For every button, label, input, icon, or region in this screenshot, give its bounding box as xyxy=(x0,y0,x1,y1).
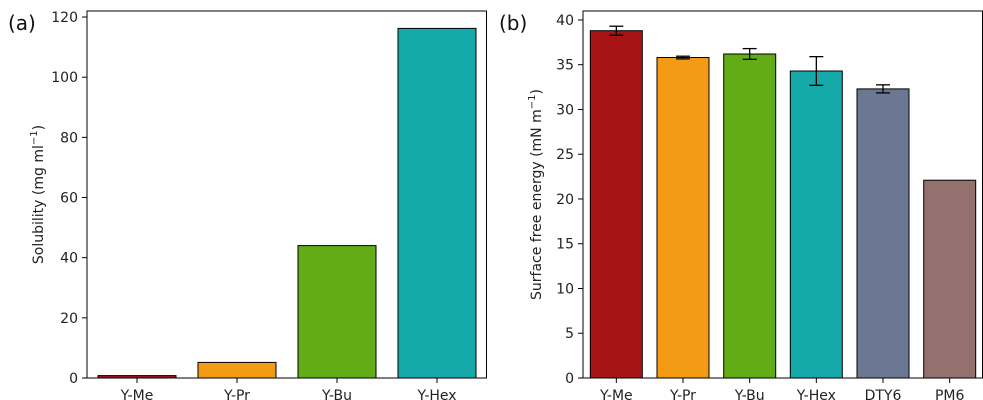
y-axis-label-text: Solubility (mg ml xyxy=(31,145,47,264)
x-tick-label: Y-Pr xyxy=(223,388,250,400)
error-bar-y-bu xyxy=(742,47,757,60)
y-tick-label: 20 xyxy=(60,311,78,327)
x-tick-label: Y-Me xyxy=(120,388,154,400)
x-tick-label: PM6 xyxy=(935,388,965,400)
y-tick-label: 10 xyxy=(556,281,574,297)
error-bar-y-hex xyxy=(809,56,824,86)
y-tick-label: 25 xyxy=(556,147,574,163)
y-axis-label-superscript: −1 xyxy=(29,130,40,145)
y-tick-label: 40 xyxy=(556,13,574,29)
y-tick-label: 35 xyxy=(556,58,574,74)
y-axis-label-close: ) xyxy=(529,89,545,94)
y-tick-label: 20 xyxy=(556,192,574,208)
bar-dty6 xyxy=(856,88,910,379)
y-tick-label: 40 xyxy=(60,251,78,267)
x-tick-label: Y-Me xyxy=(599,388,633,400)
plot-frame xyxy=(582,10,983,379)
y-axis-label-close: ) xyxy=(31,125,47,130)
x-tick-label: Y-Pr xyxy=(669,388,696,400)
bar-y-hex xyxy=(397,27,477,379)
y-axis-label: Surface free energy (mN m−1) xyxy=(527,89,545,300)
x-tick-label: Y-Bu xyxy=(321,388,352,400)
error-bar-y-me xyxy=(609,25,624,36)
chart-panel-a: Y-Me Y-Pr Y-Bu Y-Hex 0 20 40 60 80 100 120 Solubili… xyxy=(8,10,487,400)
y-tick-label: 120 xyxy=(51,10,78,26)
y-tick-label: 60 xyxy=(60,191,78,207)
panel-label: (b) xyxy=(499,11,527,35)
y-axis-label-text: Surface free energy (mN m xyxy=(529,109,545,300)
y-axis-label: Solubility (mg ml−1) xyxy=(29,125,47,264)
y-tick-label: 100 xyxy=(51,70,78,86)
bar-y-pr xyxy=(656,57,710,379)
panel-label: (a) xyxy=(8,11,36,35)
bar-y-pr xyxy=(197,361,277,379)
x-tick-label: Y-Bu xyxy=(734,388,765,400)
y-tick-label: 5 xyxy=(565,326,574,342)
error-bar-dty6 xyxy=(876,84,890,94)
x-tick-label: DTY6 xyxy=(865,388,902,400)
y-tick-label: 30 xyxy=(556,102,574,118)
y-tick-label: 0 xyxy=(565,371,574,387)
y-axis-label-superscript: −1 xyxy=(527,94,538,109)
y-tick-label: 0 xyxy=(69,371,78,387)
plot-frame xyxy=(86,10,487,379)
x-tick-label: Y-Hex xyxy=(796,388,836,400)
bar-y-me xyxy=(589,30,643,379)
chart-panel-b: Y-Me Y-Pr Y-Bu Y-Hex DTY6 PM6 0 5 10 15 20 25 30 35 40… xyxy=(499,10,983,400)
x-tick-label: Y-Hex xyxy=(416,388,456,400)
bar-y-bu xyxy=(297,245,377,379)
bar-y-hex xyxy=(789,70,843,379)
bar-pm6 xyxy=(923,179,977,379)
y-tick-label: 15 xyxy=(556,237,574,253)
error-bar-y-pr xyxy=(676,55,690,60)
bar-y-bu xyxy=(723,53,777,379)
y-tick-label: 80 xyxy=(60,130,78,146)
